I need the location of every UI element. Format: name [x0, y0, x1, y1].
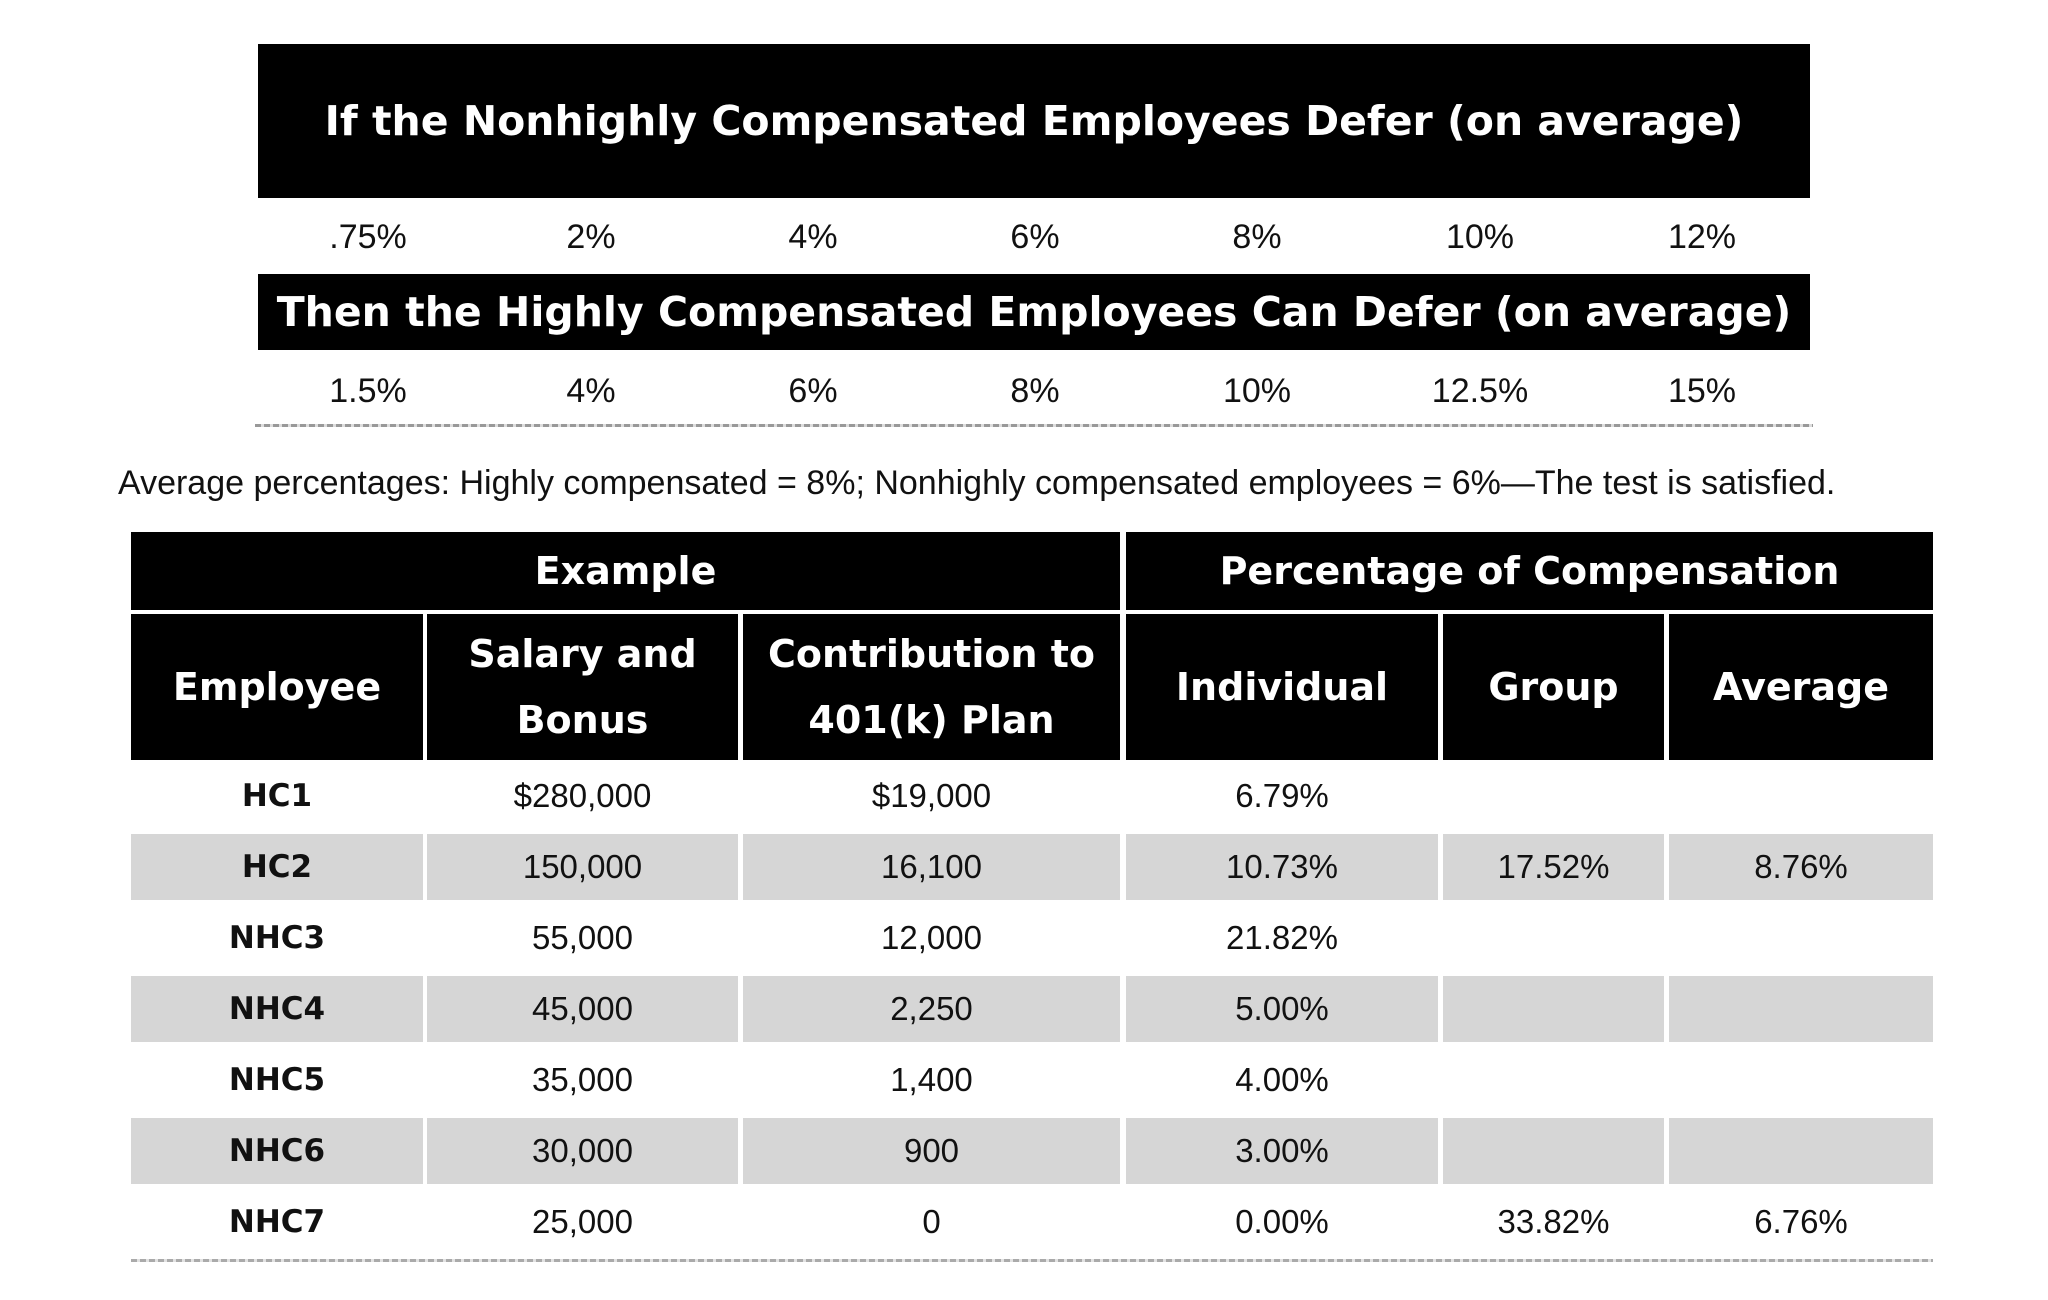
- hc-rate: 8%: [1010, 372, 1060, 410]
- salary-cell: 25,000: [532, 1203, 633, 1240]
- nhc-rate: .75%: [329, 218, 407, 256]
- table-row: NHC3 55,000 12,000 21.82%: [131, 905, 1933, 971]
- contribution-column-header: Contribution to 401(k) Plan: [743, 614, 1120, 760]
- hc-rate: 10%: [1222, 372, 1292, 410]
- hc-rate: 12.5%: [1431, 372, 1529, 410]
- average-cell: [1669, 1118, 1933, 1184]
- hc-rate: 1.5%: [329, 372, 407, 410]
- salary-cell: 45,000: [427, 976, 738, 1042]
- employee-cell: NHC7: [228, 1204, 326, 1240]
- nhc-rate-row: .75% 2% 4% 6% 8% 10% 12%: [258, 212, 1810, 262]
- table-row: HC1 $280,000 $19,000 6.79%: [131, 763, 1933, 829]
- hc-rate: 4%: [566, 372, 616, 410]
- contribution-header-line2: 401(k) Plan: [808, 698, 1055, 742]
- average-percentages-note: Average percentages: Highly compensated …: [118, 464, 1836, 502]
- employee-cell: NHC6: [131, 1118, 423, 1184]
- employee-cell: NHC5: [228, 1062, 326, 1098]
- contribution-cell: 0: [922, 1203, 941, 1240]
- average-cell: 6.76%: [1754, 1203, 1848, 1240]
- nhc-rate: 12%: [1667, 218, 1737, 256]
- hc-deferral-banner: Then the Highly Compensated Employees Ca…: [258, 274, 1810, 350]
- average-column-header: Average: [1669, 614, 1933, 760]
- group-cell: [1443, 905, 1664, 971]
- salary-header-line1: Salary and: [468, 632, 697, 676]
- salary-cell: 30,000: [427, 1118, 738, 1184]
- nhc-rate: 6%: [1010, 218, 1060, 256]
- percentage-group-header: Percentage of Compensation: [1126, 532, 1933, 610]
- average-cell: [1669, 763, 1933, 829]
- contribution-cell: 900: [743, 1118, 1120, 1184]
- salary-cell: 35,000: [532, 1061, 633, 1098]
- group-cell: [1443, 763, 1664, 829]
- individual-cell: 5.00%: [1126, 976, 1438, 1042]
- table-row: NHC7 25,000 0 0.00% 33.82% 6.76%: [131, 1189, 1933, 1255]
- contribution-cell: 2,250: [743, 976, 1120, 1042]
- individual-column-header: Individual: [1126, 614, 1438, 760]
- group-cell: [1443, 976, 1664, 1042]
- group-cell: 17.52%: [1443, 834, 1664, 900]
- example-group-header: Example: [131, 532, 1120, 610]
- nhc-rate: 2%: [566, 218, 616, 256]
- hc-rate-row: 1.5% 4% 6% 8% 10% 12.5% 15%: [258, 366, 1810, 416]
- average-cell: 8.76%: [1669, 834, 1933, 900]
- salary-column-header: Salary and Bonus: [427, 614, 738, 760]
- table-row: NHC6 30,000 900 3.00%: [131, 1118, 1933, 1184]
- dotted-divider: [255, 424, 1813, 427]
- nhc-rate: 10%: [1445, 218, 1515, 256]
- contribution-cell: 16,100: [743, 834, 1120, 900]
- employee-cell: HC2: [131, 834, 423, 900]
- group-cell: [1443, 1047, 1664, 1113]
- salary-cell: $280,000: [513, 777, 652, 814]
- individual-cell: 21.82%: [1226, 919, 1338, 956]
- contribution-header-line1: Contribution to: [767, 632, 1096, 676]
- contribution-cell: 12,000: [881, 919, 982, 956]
- average-cell: [1669, 976, 1933, 1042]
- nhc-rate: 8%: [1232, 218, 1282, 256]
- nhc-rate: 4%: [788, 218, 838, 256]
- table-bottom-rule: [131, 1259, 1933, 1262]
- contribution-cell: $19,000: [871, 777, 992, 814]
- contribution-cell: 1,400: [890, 1061, 973, 1098]
- group-cell: [1443, 1118, 1664, 1184]
- employee-cell: HC1: [241, 778, 313, 814]
- individual-cell: 4.00%: [1235, 1061, 1329, 1098]
- group-column-header: Group: [1443, 614, 1664, 760]
- hc-rate: 15%: [1667, 372, 1737, 410]
- group-cell: 33.82%: [1497, 1203, 1610, 1240]
- table-row: NHC5 35,000 1,400 4.00%: [131, 1047, 1933, 1113]
- individual-cell: 0.00%: [1235, 1203, 1329, 1240]
- salary-cell: 150,000: [427, 834, 738, 900]
- average-cell: [1669, 905, 1933, 971]
- individual-cell: 10.73%: [1126, 834, 1438, 900]
- salary-header-line2: Bonus: [516, 698, 649, 742]
- employee-cell: NHC3: [228, 920, 326, 956]
- average-cell: [1669, 1047, 1933, 1113]
- salary-cell: 55,000: [532, 919, 633, 956]
- hc-rate: 6%: [788, 372, 838, 410]
- employee-column-header: Employee: [131, 614, 423, 760]
- individual-cell: 6.79%: [1235, 777, 1329, 814]
- individual-cell: 3.00%: [1126, 1118, 1438, 1184]
- table-row: HC2 150,000 16,100 10.73% 17.52% 8.76%: [131, 834, 1933, 900]
- table-row: NHC4 45,000 2,250 5.00%: [131, 976, 1933, 1042]
- nhc-deferral-banner: If the Nonhighly Compensated Employees D…: [258, 44, 1810, 198]
- employee-cell: NHC4: [131, 976, 423, 1042]
